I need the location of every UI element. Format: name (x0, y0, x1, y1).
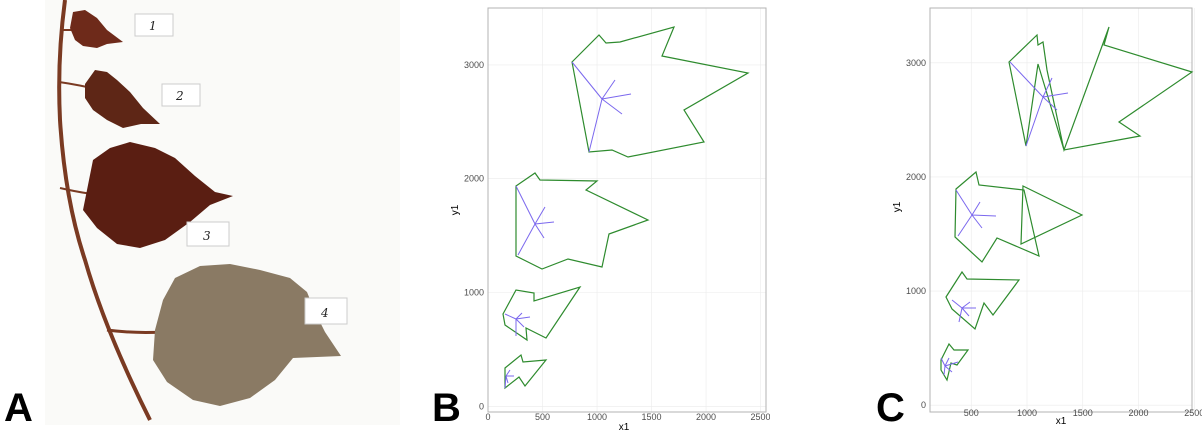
y-tick-label-c-3: 3000 (906, 58, 926, 68)
leaf-3 (83, 142, 233, 248)
x-tick-label-b-2: 1000 (587, 412, 607, 422)
outline-c-1 (940, 342, 970, 382)
y-tick-label-c-1: 1000 (906, 286, 926, 296)
label-card-2: 2 (161, 83, 201, 107)
outline-c-3 (954, 170, 1040, 263)
veins-b-3 (515, 185, 555, 256)
grid-c (930, 8, 1195, 412)
leaf-outlines-b (502, 26, 750, 390)
y-tick-label-b-0: 0 (479, 401, 484, 411)
outline-b-4 (571, 26, 750, 158)
leaf-veins-b (504, 61, 632, 389)
outline-b-2 (502, 285, 582, 342)
plot-c: 500 1000 1500 2000 2500 0 1000 2000 3000 x1 y1 (892, 0, 1202, 433)
plot-b-svg: 0 500 1000 1500 2000 2500 0 1000 2000 3000 x1 y1 (450, 7, 771, 433)
panel-label-b: B (432, 386, 461, 430)
y-tick-label-b-2: 2000 (464, 174, 484, 184)
veins-c-3 (955, 189, 997, 237)
x-tick-label-c-0: 500 (964, 408, 979, 418)
outline-c-2 (945, 270, 1021, 331)
veins-b-1 (504, 369, 514, 389)
x-tick-label-b-1: 500 (535, 412, 550, 422)
label-card-text-1: 1 (149, 19, 157, 33)
x-tick-label-b-5: 2500 (751, 412, 770, 422)
x-tick-label-b-4: 2000 (696, 412, 716, 422)
y-tick-label-c-2: 2000 (906, 172, 926, 182)
plot-c-border (929, 7, 1193, 413)
ticks-b: 0 500 1000 1500 2000 2500 0 1000 2000 3000 (464, 60, 771, 422)
plot-b: 0 500 1000 1500 2000 2500 0 1000 2000 3000 x1 y1 (448, 0, 771, 433)
x-tick-label-c-1: 1000 (1017, 408, 1037, 418)
y-tick-label-b-3: 3000 (464, 60, 484, 70)
plot-b-border (487, 7, 767, 413)
panel-label-a: A (4, 386, 33, 430)
outline-b-3 (515, 172, 650, 270)
leaf-1 (70, 10, 123, 48)
label-card-text-2: 2 (175, 89, 184, 103)
outline-c-4 (1008, 26, 1194, 153)
outline-c-3b (1020, 185, 1084, 245)
x-axis-title-c: x1 (1056, 416, 1067, 427)
x-axis-title-b: x1 (619, 422, 630, 433)
y-axis-title-c: y1 (892, 201, 903, 212)
y-tick-label-c-0: 0 (921, 400, 926, 410)
leaf-veins-c (940, 61, 1069, 376)
outline-b-1 (504, 353, 548, 390)
leaf-2 (85, 70, 160, 128)
ticks-c: 500 1000 1500 2000 2500 0 1000 2000 3000 (906, 58, 1202, 418)
leaf-4 (153, 264, 341, 406)
x-tick-label-c-3: 2000 (1128, 408, 1148, 418)
label-card-text-3: 3 (203, 229, 211, 243)
y-axis-title-b: y1 (450, 204, 461, 215)
panel-label-c: C (876, 386, 905, 430)
vine-stem (57, 0, 152, 421)
y-tick-label-b-1: 1000 (464, 288, 484, 298)
plot-c-svg: 500 1000 1500 2000 2500 0 1000 2000 3000 x1 y1 (892, 7, 1202, 427)
leaf-outlines-c (940, 26, 1194, 382)
veins-b-2 (504, 312, 531, 336)
veins-c-2 (951, 299, 976, 323)
label-card-1: 1 (134, 13, 174, 37)
label-card-3: 3 (186, 221, 230, 247)
label-card-4: 4 (304, 297, 348, 325)
x-tick-label-c-2: 1500 (1073, 408, 1093, 418)
leaf-photo: 1 2 3 4 (45, 0, 400, 425)
x-tick-label-b-3: 1500 (642, 412, 662, 422)
label-card-text-4: 4 (320, 306, 329, 320)
veins-c-4 (1009, 61, 1069, 147)
x-tick-label-b-0: 0 (485, 412, 490, 422)
x-tick-label-c-4: 2500 (1184, 408, 1202, 418)
veins-c-1 (940, 357, 959, 376)
leaf-photo-drawing: 1 2 3 4 (45, 0, 400, 425)
veins-b-4 (571, 61, 632, 153)
